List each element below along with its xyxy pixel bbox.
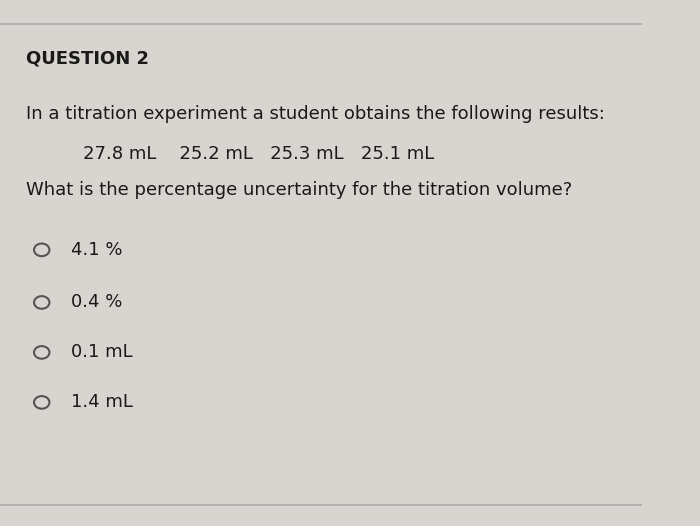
Text: 27.8 mL    25.2 mL   25.3 mL   25.1 mL: 27.8 mL 25.2 mL 25.3 mL 25.1 mL [83,145,435,163]
Text: 4.1 %: 4.1 % [71,241,122,259]
Text: 0.4 %: 0.4 % [71,294,122,311]
Text: In a titration experiment a student obtains the following results:: In a titration experiment a student obta… [26,105,605,123]
Text: What is the percentage uncertainty for the titration volume?: What is the percentage uncertainty for t… [26,181,572,199]
Text: QUESTION 2: QUESTION 2 [26,50,148,68]
Text: 1.4 mL: 1.4 mL [71,393,132,411]
Text: 0.1 mL: 0.1 mL [71,343,132,361]
